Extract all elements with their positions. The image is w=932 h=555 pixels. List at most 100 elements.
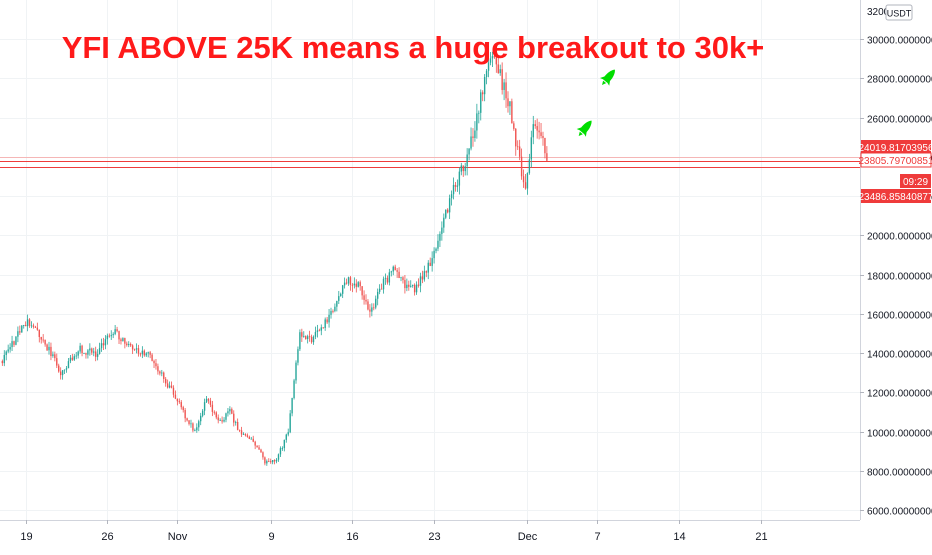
candle[interactable]: [87, 348, 89, 359]
candle[interactable]: [297, 346, 299, 366]
candle[interactable]: [203, 398, 206, 416]
candle[interactable]: [168, 381, 171, 389]
candle[interactable]: [116, 326, 118, 333]
candle[interactable]: [542, 131, 544, 146]
candle[interactable]: [188, 419, 190, 426]
candle[interactable]: [540, 122, 542, 139]
candle[interactable]: [153, 359, 155, 369]
candle[interactable]: [3, 350, 5, 367]
candle[interactable]: [483, 74, 486, 102]
candle[interactable]: [110, 330, 112, 341]
candle[interactable]: [85, 352, 87, 359]
candle[interactable]: [291, 397, 293, 417]
candle[interactable]: [546, 146, 548, 162]
candle[interactable]: [268, 458, 270, 463]
candle[interactable]: [44, 339, 46, 347]
candle[interactable]: [159, 370, 161, 376]
candle[interactable]: [77, 350, 79, 359]
candle[interactable]: [124, 337, 126, 349]
candle[interactable]: [415, 281, 418, 295]
candle[interactable]: [402, 276, 404, 284]
candle[interactable]: [505, 72, 507, 108]
candle[interactable]: [244, 433, 247, 437]
candle[interactable]: [411, 284, 414, 288]
candle[interactable]: [155, 358, 157, 370]
candle[interactable]: [128, 341, 130, 348]
candle[interactable]: [264, 456, 266, 466]
candle[interactable]: [17, 326, 19, 343]
candle[interactable]: [503, 79, 505, 101]
candle[interactable]: [34, 325, 37, 329]
candle[interactable]: [1, 359, 4, 366]
candle[interactable]: [536, 118, 538, 139]
candle[interactable]: [157, 363, 159, 375]
candle[interactable]: [108, 333, 110, 338]
candle[interactable]: [345, 278, 348, 285]
candle[interactable]: [347, 276, 350, 286]
candle[interactable]: [452, 177, 455, 200]
candle[interactable]: [79, 342, 81, 354]
candle[interactable]: [83, 352, 85, 354]
candle[interactable]: [285, 433, 287, 443]
candle[interactable]: [396, 268, 398, 278]
candle[interactable]: [423, 265, 426, 282]
candle[interactable]: [196, 423, 198, 433]
candle[interactable]: [530, 130, 533, 168]
candle[interactable]: [137, 344, 140, 357]
candle[interactable]: [466, 148, 468, 176]
candle[interactable]: [369, 304, 371, 318]
candle[interactable]: [443, 213, 445, 233]
candle[interactable]: [104, 335, 107, 350]
candle[interactable]: [98, 342, 101, 355]
candle[interactable]: [353, 277, 356, 289]
candle[interactable]: [476, 103, 478, 139]
candle[interactable]: [262, 451, 264, 460]
candle[interactable]: [100, 338, 103, 352]
candle[interactable]: [200, 412, 202, 426]
candle[interactable]: [73, 353, 75, 361]
candle[interactable]: [324, 317, 326, 331]
candle[interactable]: [435, 247, 437, 254]
candle[interactable]: [495, 52, 498, 73]
candle[interactable]: [460, 162, 463, 176]
candle[interactable]: [118, 330, 120, 344]
candle[interactable]: [194, 428, 196, 432]
candle[interactable]: [437, 234, 439, 252]
candle[interactable]: [231, 407, 233, 415]
candle[interactable]: [373, 303, 375, 311]
candle[interactable]: [419, 272, 422, 293]
candle[interactable]: [287, 428, 289, 437]
candle[interactable]: [143, 349, 146, 357]
candle[interactable]: [400, 276, 402, 282]
candle[interactable]: [355, 279, 357, 293]
candle[interactable]: [178, 398, 181, 404]
candle[interactable]: [186, 417, 188, 422]
candle[interactable]: [235, 420, 237, 426]
candle[interactable]: [32, 323, 35, 329]
candle[interactable]: [322, 327, 324, 329]
candle[interactable]: [13, 340, 15, 348]
candle[interactable]: [240, 426, 243, 438]
candle[interactable]: [318, 328, 321, 332]
candle[interactable]: [126, 341, 128, 347]
candle[interactable]: [238, 429, 241, 433]
candle[interactable]: [161, 369, 163, 377]
candle[interactable]: [421, 270, 424, 284]
candle[interactable]: [166, 379, 169, 389]
candle[interactable]: [277, 453, 280, 462]
candle[interactable]: [180, 400, 182, 410]
candle[interactable]: [50, 342, 52, 361]
candle[interactable]: [289, 410, 291, 434]
candle[interactable]: [120, 337, 122, 345]
candle[interactable]: [489, 51, 492, 66]
candle[interactable]: [250, 436, 252, 440]
candle[interactable]: [242, 432, 245, 435]
candle[interactable]: [431, 251, 433, 272]
candle[interactable]: [378, 284, 381, 295]
candle[interactable]: [501, 62, 503, 95]
candle[interactable]: [499, 64, 501, 76]
candle[interactable]: [42, 334, 44, 343]
candle[interactable]: [131, 344, 134, 355]
